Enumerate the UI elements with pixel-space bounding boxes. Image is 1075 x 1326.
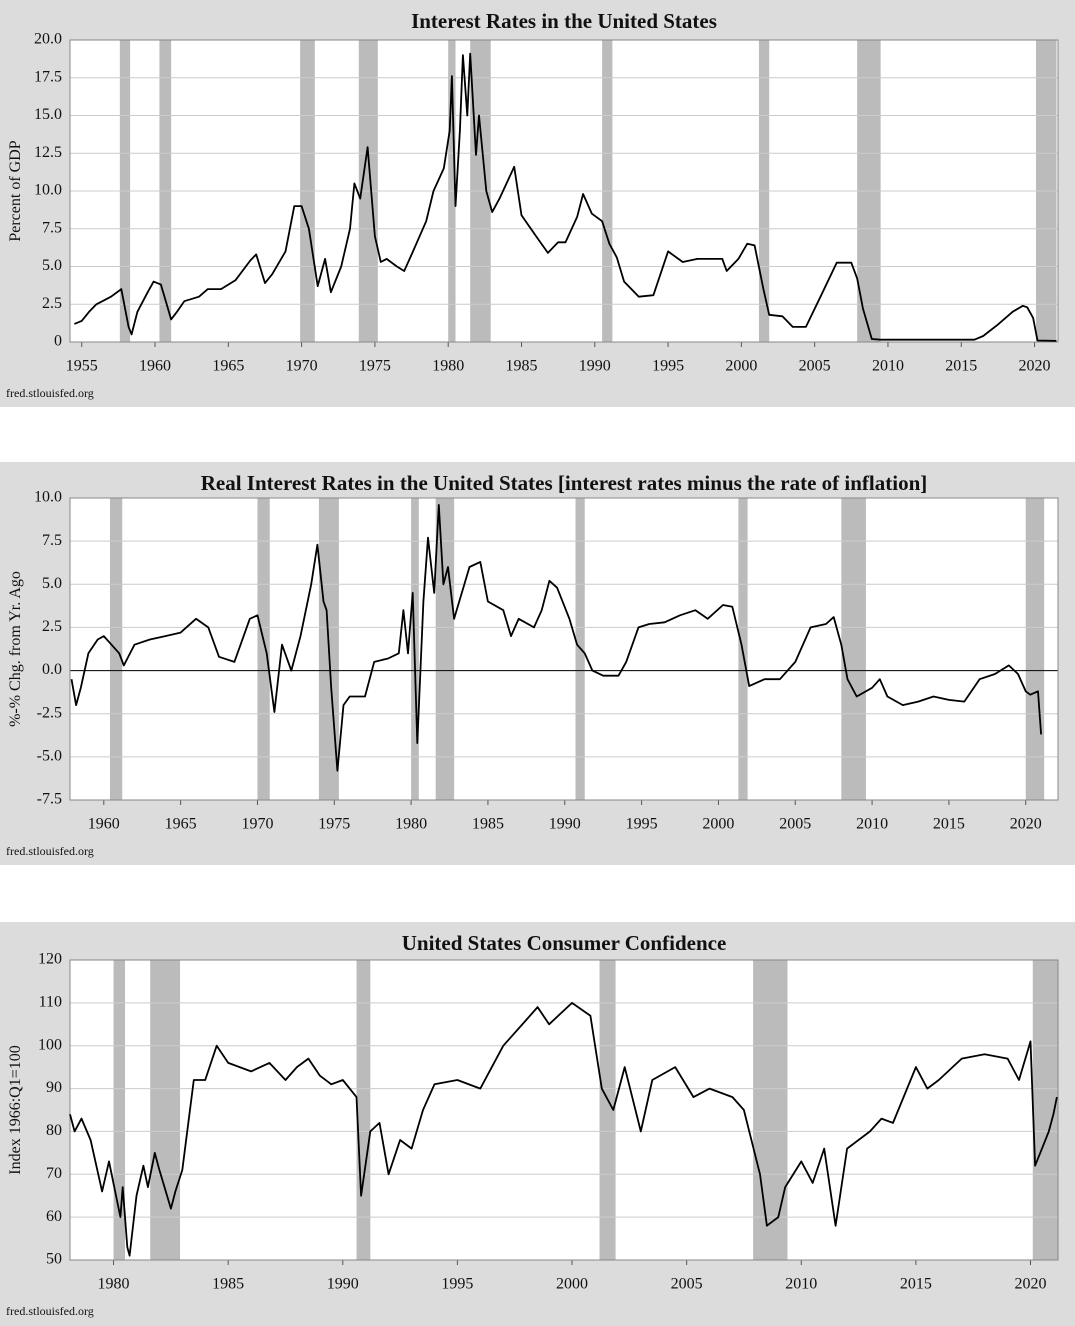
x-tick-label: 2005	[799, 358, 831, 375]
y-tick-label: 12.5	[34, 144, 62, 161]
x-tick-label: 1985	[212, 1276, 244, 1293]
y-tick-label: 80	[46, 1122, 62, 1139]
recession-band	[150, 960, 181, 1260]
y-tick-label: 2.5	[42, 618, 62, 635]
recession-band	[435, 498, 455, 800]
chart-title: Real Interest Rates in the United States…	[201, 471, 928, 495]
x-tick-label: 1985	[472, 816, 504, 833]
x-tick-label: 2010	[785, 1276, 817, 1293]
y-tick-label: 70	[46, 1165, 62, 1182]
source-note: fred.stlouisfed.org	[6, 1304, 94, 1318]
y-tick-label: 7.5	[42, 219, 62, 236]
y-tick-label: 20.0	[34, 31, 62, 48]
x-tick-label: 2005	[671, 1276, 703, 1293]
recession-band	[356, 960, 371, 1260]
y-tick-label: 90	[46, 1079, 62, 1096]
recession-band	[113, 960, 126, 1260]
y-tick-label: 5.0	[42, 575, 62, 592]
x-tick-label: 2010	[856, 816, 888, 833]
data-line	[74, 52, 1057, 342]
y-tick-label: 17.5	[34, 68, 62, 85]
y-tick-label: 10.0	[34, 489, 62, 506]
recession-band	[257, 498, 270, 800]
x-tick-label: 1965	[212, 358, 244, 375]
x-tick-label: 1995	[441, 1276, 473, 1293]
source-note: fred.stlouisfed.org	[6, 844, 94, 858]
y-tick-label: -5.0	[37, 748, 62, 765]
x-tick-label: 1970	[286, 358, 318, 375]
x-tick-label: 1960	[88, 816, 120, 833]
chart-title: United States Consumer Confidence	[402, 931, 727, 955]
recession-band	[599, 960, 616, 1260]
y-tick-label: -7.5	[37, 791, 62, 808]
x-tick-label: 1990	[549, 816, 581, 833]
x-tick-label: 2020	[1019, 358, 1051, 375]
x-tick-label: 1980	[432, 358, 464, 375]
y-tick-label: -2.5	[37, 704, 62, 721]
x-tick-label: 1975	[318, 816, 350, 833]
data-line	[69, 1002, 1058, 1257]
plot-border	[69, 39, 1059, 343]
x-tick-label: 1990	[579, 358, 611, 375]
chart-title: Interest Rates in the United States	[411, 9, 717, 33]
y-tick-label: 15.0	[34, 106, 62, 123]
plot-area	[70, 960, 1058, 1260]
x-tick-label: 1995	[652, 358, 684, 375]
x-tick-label: 1955	[66, 358, 98, 375]
y-tick-label: 0.0	[42, 661, 62, 678]
x-tick-label: 2015	[933, 816, 965, 833]
y-tick-label: 110	[39, 994, 62, 1011]
x-tick-label: 1980	[395, 816, 427, 833]
y-tick-label: 5.0	[42, 257, 62, 274]
x-tick-label: 2020	[1014, 1276, 1046, 1293]
source-note: fred.stlouisfed.org	[6, 386, 94, 400]
x-tick-label: 2020	[1010, 816, 1042, 833]
x-tick-label: 1975	[359, 358, 391, 375]
x-tick-label: 1970	[241, 816, 273, 833]
x-tick-label: 1995	[626, 816, 658, 833]
y-tick-label: 0	[54, 333, 62, 350]
x-tick-label: 1985	[505, 358, 537, 375]
x-tick-label: 2015	[945, 358, 977, 375]
x-tick-label: 1990	[327, 1276, 359, 1293]
y-axis-label: Index 1966:Q1=100	[7, 1045, 24, 1174]
y-tick-label: 7.5	[42, 532, 62, 549]
x-tick-label: 2010	[872, 358, 904, 375]
recession-band	[1025, 498, 1045, 800]
recession-band	[753, 960, 788, 1260]
x-tick-label: 2005	[779, 816, 811, 833]
x-tick-label: 2000	[556, 1276, 588, 1293]
plot-border	[69, 497, 1059, 801]
y-axis-label: %-% Chg. from Yr. Ago	[7, 571, 24, 727]
recession-band	[841, 498, 866, 800]
y-tick-label: 10.0	[34, 182, 62, 199]
y-axis-label: Percent of GDP	[7, 140, 24, 241]
x-tick-label: 2015	[900, 1276, 932, 1293]
y-tick-label: 2.5	[42, 295, 62, 312]
y-tick-label: 100	[38, 1036, 62, 1053]
y-tick-label: 60	[46, 1208, 62, 1225]
x-tick-label: 2000	[725, 358, 757, 375]
x-tick-label: 1980	[98, 1276, 130, 1293]
plot-border	[69, 959, 1059, 1261]
x-tick-label: 1960	[139, 358, 171, 375]
plot-area	[70, 498, 1058, 800]
y-tick-label: 50	[46, 1251, 62, 1268]
x-tick-label: 2000	[702, 816, 734, 833]
data-line	[70, 504, 1042, 772]
x-tick-label: 1965	[165, 816, 197, 833]
y-tick-label: 120	[38, 951, 62, 968]
